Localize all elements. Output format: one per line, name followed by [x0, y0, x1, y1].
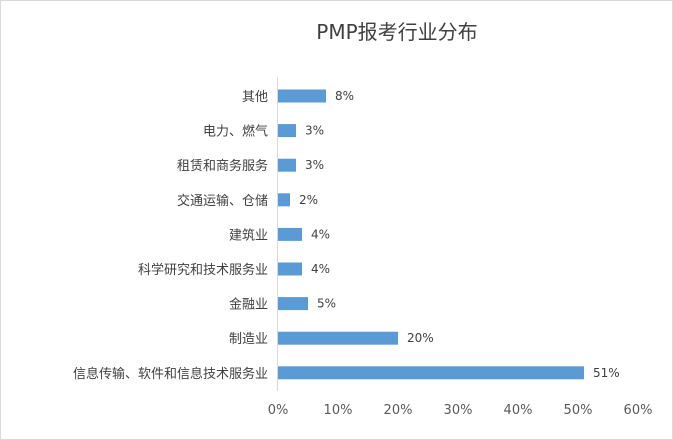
data-label: 51% — [593, 366, 620, 380]
data-label: 2% — [299, 193, 318, 207]
bar — [278, 227, 302, 241]
x-tick-label: 10% — [324, 403, 353, 418]
x-tick-label: 50% — [564, 403, 593, 418]
category-label: 科学研究和技术服务业 — [138, 262, 268, 278]
category-label: 信息传输、软件和信息技术服务业 — [73, 366, 268, 382]
data-label: 20% — [407, 331, 434, 345]
x-tick-label: 30% — [444, 403, 473, 418]
data-label: 5% — [317, 297, 336, 311]
bar — [278, 262, 302, 276]
data-label: 3% — [305, 124, 324, 138]
bar — [278, 193, 290, 207]
x-tick-label: 0% — [268, 403, 289, 418]
bars-layer — [278, 89, 584, 380]
bar — [278, 366, 584, 380]
bar — [278, 124, 296, 138]
category-label: 交通运输、仓储 — [177, 193, 268, 209]
category-label: 电力、燃气 — [203, 124, 268, 140]
bar — [278, 297, 308, 311]
category-label: 金融业 — [229, 297, 268, 313]
data-label: 4% — [311, 262, 330, 276]
x-axis-ticks: 0% 10% 20% 30% 40% 50% 60% — [268, 403, 653, 418]
bar — [278, 158, 296, 172]
bar — [278, 331, 398, 345]
data-label: 3% — [305, 158, 324, 172]
bar — [278, 89, 326, 103]
data-label: 8% — [335, 89, 354, 103]
x-tick-label: 60% — [624, 403, 653, 418]
x-tick-label: 40% — [504, 403, 533, 418]
category-label: 建筑业 — [229, 227, 268, 243]
category-label: 其他 — [242, 90, 268, 105]
category-label: 租赁和商务服务 — [177, 158, 268, 174]
x-tick-label: 20% — [384, 403, 413, 418]
category-labels: 其他电力、燃气租赁和商务服务交通运输、仓储建筑业科学研究和技术服务业金融业制造业… — [73, 90, 268, 382]
category-label: 制造业 — [229, 332, 268, 347]
data-labels: 8% 3% 3% 2% 4% 4% 5% 20% 51% — [299, 89, 620, 380]
chart-title: PMP报考行业分布 — [316, 20, 477, 44]
data-label: 4% — [311, 227, 330, 241]
